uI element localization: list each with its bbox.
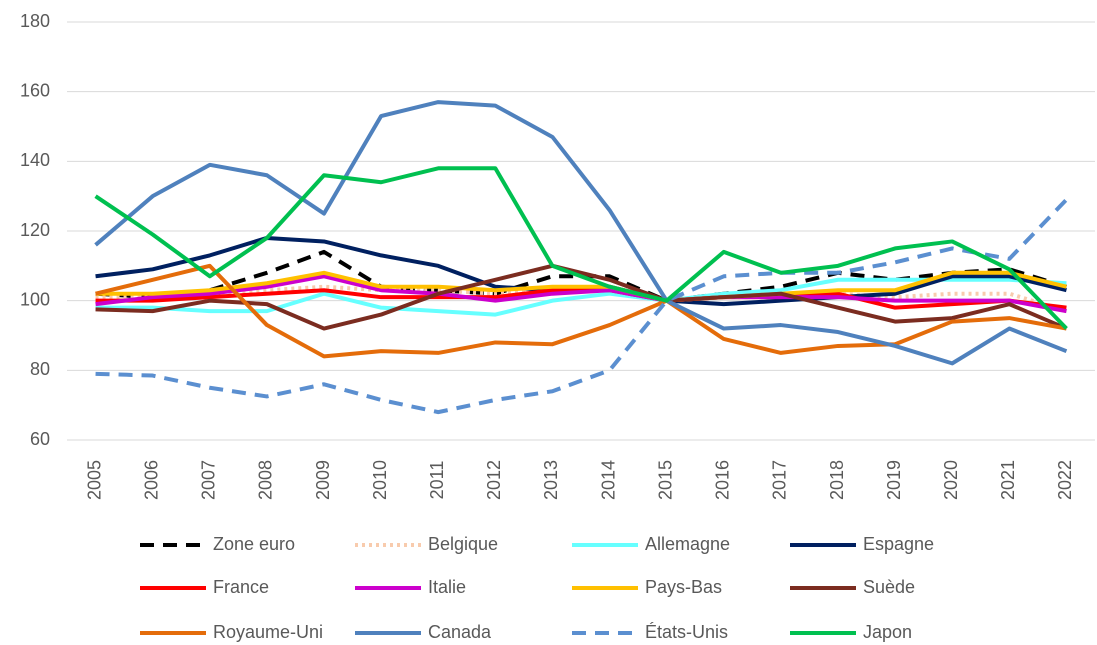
series-line — [95, 274, 1067, 314]
x-tick-label: 2021 — [998, 460, 1018, 500]
legend-label: Suède — [863, 577, 915, 597]
x-tick-label: 2012 — [484, 460, 504, 500]
series-line — [95, 263, 1068, 331]
legend-label: Italie — [428, 577, 466, 597]
x-tick-label: 2018 — [827, 460, 847, 500]
series-line — [95, 277, 1067, 317]
y-tick-label: 120 — [20, 220, 50, 240]
x-tick-label: 2016 — [713, 460, 733, 500]
series-line — [94, 166, 1068, 330]
legend-label: Zone euro — [213, 534, 295, 554]
x-tick-label: 2006 — [141, 460, 161, 500]
x-tick-label: 2007 — [199, 460, 219, 500]
legend-label: Belgique — [428, 534, 498, 554]
series-line — [95, 198, 1068, 415]
legend-label: Espagne — [863, 534, 934, 554]
series-line — [95, 284, 1068, 314]
x-tick-label: 2005 — [84, 460, 104, 500]
x-tick-label: 2014 — [598, 460, 618, 500]
x-tick-label: 2013 — [541, 460, 561, 500]
y-tick-label: 60 — [30, 429, 50, 449]
x-tick-label: 2020 — [941, 460, 961, 500]
y-tick-label: 100 — [20, 289, 50, 309]
series-line — [95, 270, 1067, 303]
x-tick-label: 2008 — [256, 460, 276, 500]
y-tick-label: 140 — [20, 150, 50, 170]
y-tick-label: 180 — [20, 11, 50, 31]
legend-label: Canada — [428, 622, 492, 642]
legend-label: Allemagne — [645, 534, 730, 554]
series-line — [94, 100, 1068, 366]
y-tick-label: 80 — [30, 359, 50, 379]
x-tick-label: 2011 — [427, 461, 447, 500]
series-line — [95, 263, 1067, 359]
x-tick-label: 2010 — [370, 460, 390, 500]
legend-label: États-Unis — [645, 622, 728, 642]
legend-label: Royaume-Uni — [213, 622, 323, 642]
x-tick-label: 2019 — [884, 460, 904, 500]
legend-label: Japon — [863, 622, 912, 642]
x-tick-label: 2009 — [313, 460, 333, 500]
legend-label: France — [213, 577, 269, 597]
y-tick-label: 160 — [20, 80, 50, 100]
legend-label: Pays-Bas — [645, 577, 722, 597]
x-tick-label: 2017 — [770, 460, 790, 500]
x-tick-label: 2022 — [1055, 460, 1075, 500]
x-tick-label: 2015 — [655, 460, 675, 500]
